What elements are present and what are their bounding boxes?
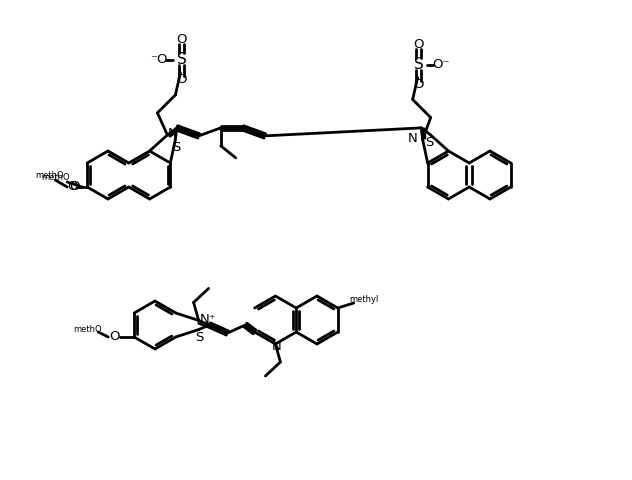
Text: N: N [408, 132, 418, 145]
Text: O: O [69, 180, 80, 193]
Text: S: S [414, 57, 423, 72]
Text: methO: methO [35, 171, 64, 180]
Text: S: S [176, 52, 186, 68]
Text: O: O [413, 38, 424, 51]
Text: N⁺: N⁺ [168, 128, 185, 141]
Text: O: O [413, 78, 424, 91]
Text: S: S [425, 136, 434, 149]
Text: O: O [176, 73, 186, 86]
Text: N: N [272, 340, 281, 353]
Text: S: S [195, 331, 204, 344]
Text: O: O [67, 180, 78, 193]
Text: O⁻: O⁻ [432, 58, 449, 71]
Text: methyl: methyl [349, 296, 379, 304]
Text: N⁺: N⁺ [199, 313, 216, 326]
Text: ⁻O: ⁻O [150, 53, 167, 66]
Text: O: O [109, 331, 119, 344]
Text: methO: methO [73, 324, 102, 334]
Text: O: O [176, 34, 186, 47]
Text: methO: methO [41, 173, 70, 182]
Text: S: S [172, 141, 181, 154]
